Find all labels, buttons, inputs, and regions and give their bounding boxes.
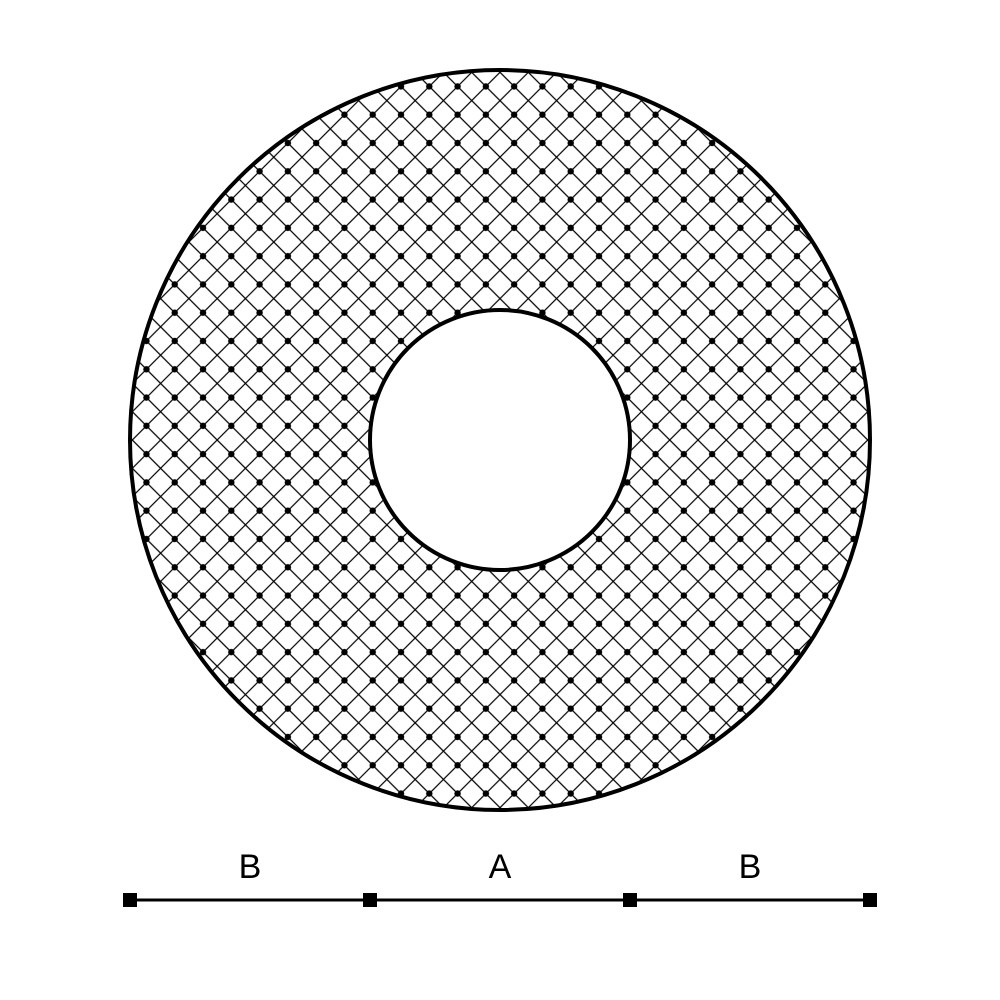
dimension-label: A [489, 848, 512, 886]
dimension-tick [363, 893, 377, 907]
dimension-tick [863, 893, 877, 907]
dimension-label: B [739, 848, 762, 886]
dimension-tick [623, 893, 637, 907]
diagram-svg: BAB [0, 0, 1000, 1000]
dimension-label: B [239, 848, 262, 886]
dimension-tick [123, 893, 137, 907]
